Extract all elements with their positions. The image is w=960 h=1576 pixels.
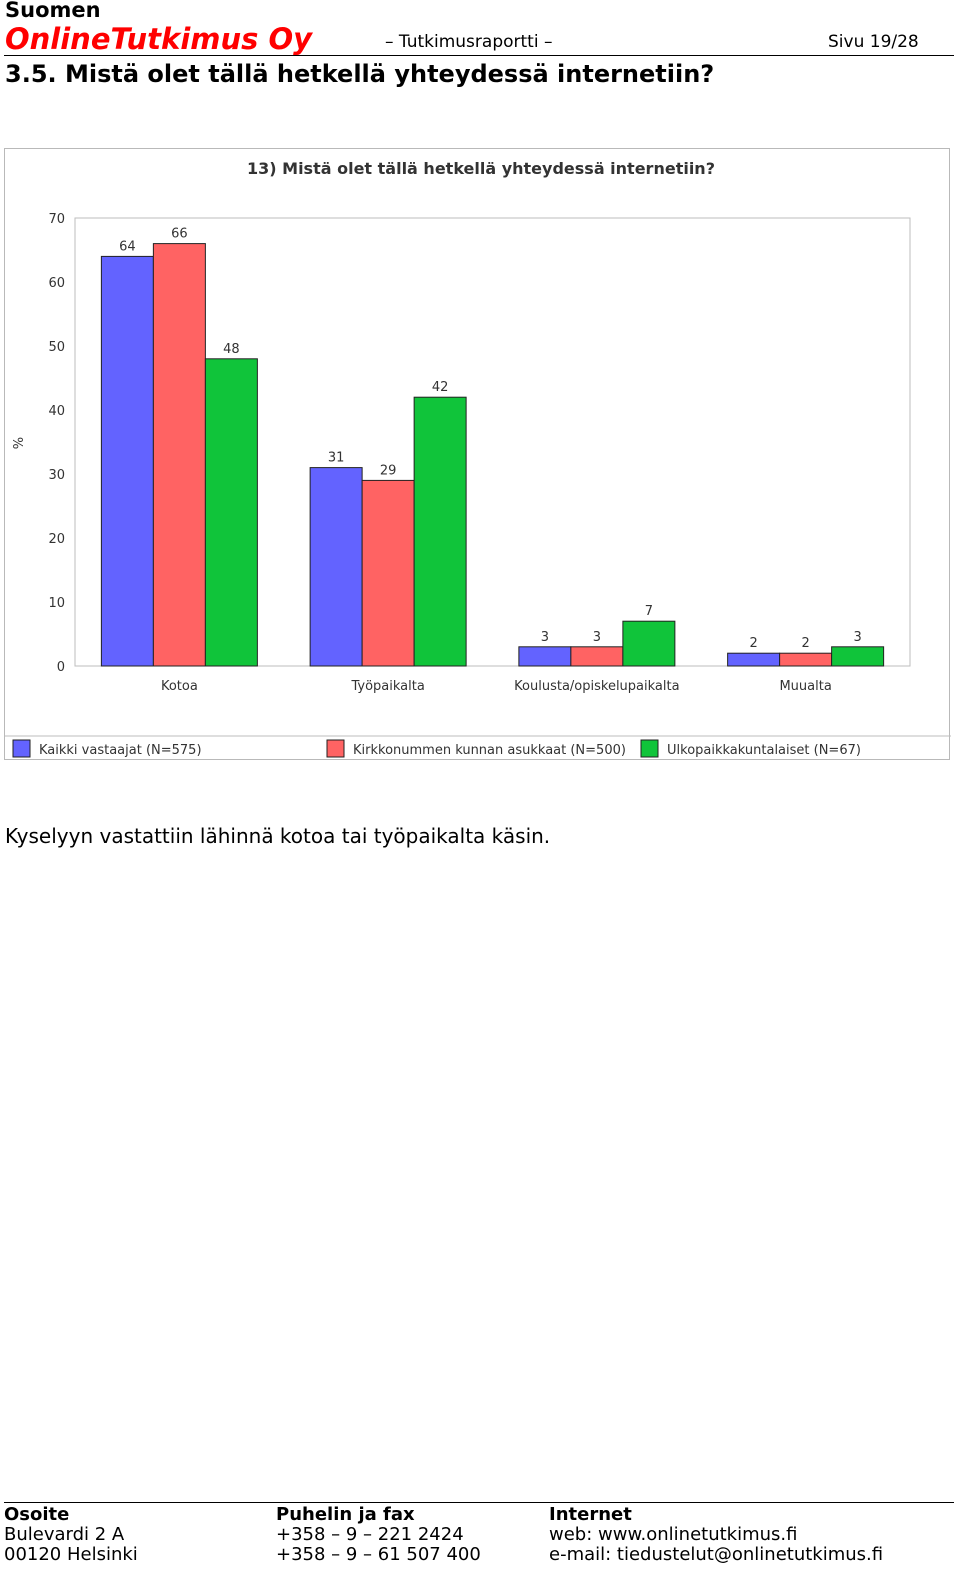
bar-chart: 13) Mistä olet tällä hetkellä yhteydessä… [5,159,951,758]
y-tick-label: 20 [48,532,65,547]
footer-phone-line1: +358 – 9 – 221 2424 [276,1524,464,1545]
bar [727,652,781,667]
bar [152,243,206,667]
x-category-label: Muualta [779,679,831,694]
bar-value-label: 3 [853,630,861,645]
x-category-label: Koulusta/opiskelupaikalta [514,679,679,694]
bars: 64 66 48 Kotoa 31 29 42 Työpaikalta 3 3 7 Koulusta/… [100,227,885,694]
legend-label: Kirkkonummen kunnan asukkaat (N=500) [353,743,626,758]
header-divider [4,55,954,56]
chart-frame: 13) Mistä olet tällä hetkellä yhteydessä… [4,148,951,760]
bar [622,620,676,667]
bar-value-label: 2 [801,636,809,651]
bar [831,646,885,667]
footer-web-link[interactable]: web: www.onlinetutkimus.fi [549,1524,798,1545]
y-tick-label: 40 [48,404,65,419]
legend-swatch [326,739,345,758]
y-tick-label: 10 [48,596,65,611]
bar [570,646,624,667]
bar-value-label: 3 [593,630,601,645]
footer-internet: Internet web: www.onlinetutkimus.fi e-ma… [549,1505,883,1565]
x-category-label: Työpaikalta [350,679,424,694]
y-axis: 0 10 20 30 40 50 60 70 [48,212,65,675]
bar [100,255,154,667]
bar [309,467,363,667]
bar-value-label: 42 [432,380,449,395]
section-title: 3.5. Mistä olet tällä hetkellä yhteydess… [5,60,715,88]
bar-value-label: 48 [223,342,240,357]
footer-divider [4,1502,954,1503]
body-text: Kyselyyn vastattiin lähinnä kotoa tai ty… [5,824,551,848]
y-tick-label: 0 [57,660,65,675]
bar [361,479,415,667]
bar [204,358,258,667]
bar-value-label: 7 [645,604,653,619]
y-axis-label: % [12,437,27,449]
report-label: – Tutkimusraportti – [385,32,553,52]
y-tick-label: 50 [48,340,65,355]
bar-value-label: 31 [328,451,345,466]
company-name: OnlineTutkimus Oy [5,22,313,56]
footer-email-link[interactable]: e-mail: tiedustelut@onlinetutkimus.fi [549,1544,884,1565]
footer-address-heading: Osoite [4,1504,70,1525]
bar [413,396,467,667]
bar [779,652,833,667]
legend-swatch [640,739,659,758]
company-name-top: Suomen [5,0,101,22]
bar-value-label: 3 [541,630,549,645]
footer-phone-heading: Puhelin ja fax [276,1504,415,1525]
legend-swatch [12,739,31,758]
footer-address-line2: 00120 Helsinki [4,1544,138,1565]
legend: Kaikki vastaajat (N=575) Kirkkonummen kun… [12,739,861,758]
footer-phone-line2: +358 – 9 – 61 507 400 [276,1544,481,1565]
y-tick-label: 60 [48,276,65,291]
footer-internet-heading: Internet [549,1504,632,1525]
footer-address: Osoite Bulevardi 2 A 00120 Helsinki [4,1505,138,1565]
bar-value-label: 66 [171,227,188,242]
bar-value-label: 29 [380,463,397,478]
legend-label: Kaikki vastaajat (N=575) [39,743,202,758]
x-category-label: Kotoa [161,679,198,694]
page-number: Sivu 19/28 [828,32,919,52]
y-tick-label: 30 [48,468,65,483]
bar-value-label: 2 [749,636,757,651]
bar-value-label: 64 [119,239,136,254]
legend-label: Ulkopaikkakuntalaiset (N=67) [667,743,861,758]
bar [518,646,572,667]
footer-phone: Puhelin ja fax +358 – 9 – 221 2424 +358 … [276,1505,481,1565]
chart-title: 13) Mistä olet tällä hetkellä yhteydessä… [247,159,715,178]
y-tick-label: 70 [48,212,65,227]
footer-address-line1: Bulevardi 2 A [4,1524,125,1545]
